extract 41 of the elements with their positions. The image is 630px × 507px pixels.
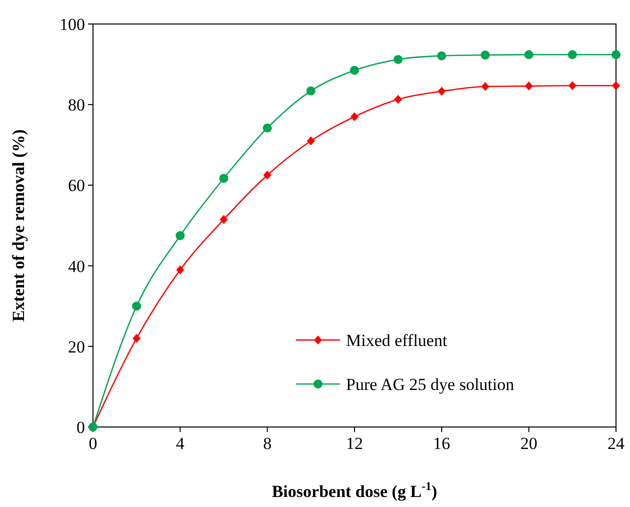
point bbox=[132, 302, 142, 311]
point bbox=[612, 50, 620, 60]
x-tick-label: 24 bbox=[608, 434, 625, 453]
legend-label: Mixed effluent bbox=[346, 330, 448, 350]
point bbox=[132, 334, 141, 343]
point bbox=[176, 265, 184, 274]
point bbox=[263, 170, 272, 180]
point bbox=[394, 54, 403, 64]
x-tick-label: 12 bbox=[346, 434, 363, 453]
point bbox=[262, 123, 272, 132]
point bbox=[176, 231, 185, 240]
y-tick-label: 60 bbox=[68, 176, 85, 196]
point bbox=[220, 214, 228, 224]
y-tick-label: 40 bbox=[68, 256, 85, 276]
point bbox=[306, 136, 315, 146]
x-tick-label: 16 bbox=[433, 434, 450, 453]
point bbox=[437, 51, 446, 60]
y-tick-label: 20 bbox=[68, 337, 85, 356]
y-tick-label: 0 bbox=[76, 418, 85, 437]
point bbox=[612, 81, 620, 90]
point bbox=[524, 50, 534, 60]
y-axis-title: Extent of dye removal (%) bbox=[9, 129, 28, 322]
x-tick-label: 8 bbox=[263, 434, 272, 453]
x-tick-label: 4 bbox=[176, 434, 185, 453]
x-tick-label: 0 bbox=[88, 434, 98, 453]
point bbox=[568, 50, 577, 60]
point bbox=[394, 94, 402, 104]
point bbox=[438, 86, 446, 96]
point bbox=[350, 66, 359, 75]
point bbox=[219, 174, 228, 183]
legend-label: Pure AG 25 dye solution bbox=[346, 374, 515, 394]
point bbox=[481, 82, 490, 91]
point bbox=[306, 86, 316, 96]
point bbox=[524, 82, 533, 91]
x-tick-label: 20 bbox=[520, 434, 538, 453]
point bbox=[480, 50, 490, 60]
x-axis-title: Biosorbent dose (g L$^{-1}$) bbox=[272, 479, 438, 501]
y-tick-label: 80 bbox=[68, 96, 85, 115]
point bbox=[350, 112, 358, 122]
point bbox=[568, 81, 576, 90]
y-tick-label: 100 bbox=[60, 14, 85, 34]
